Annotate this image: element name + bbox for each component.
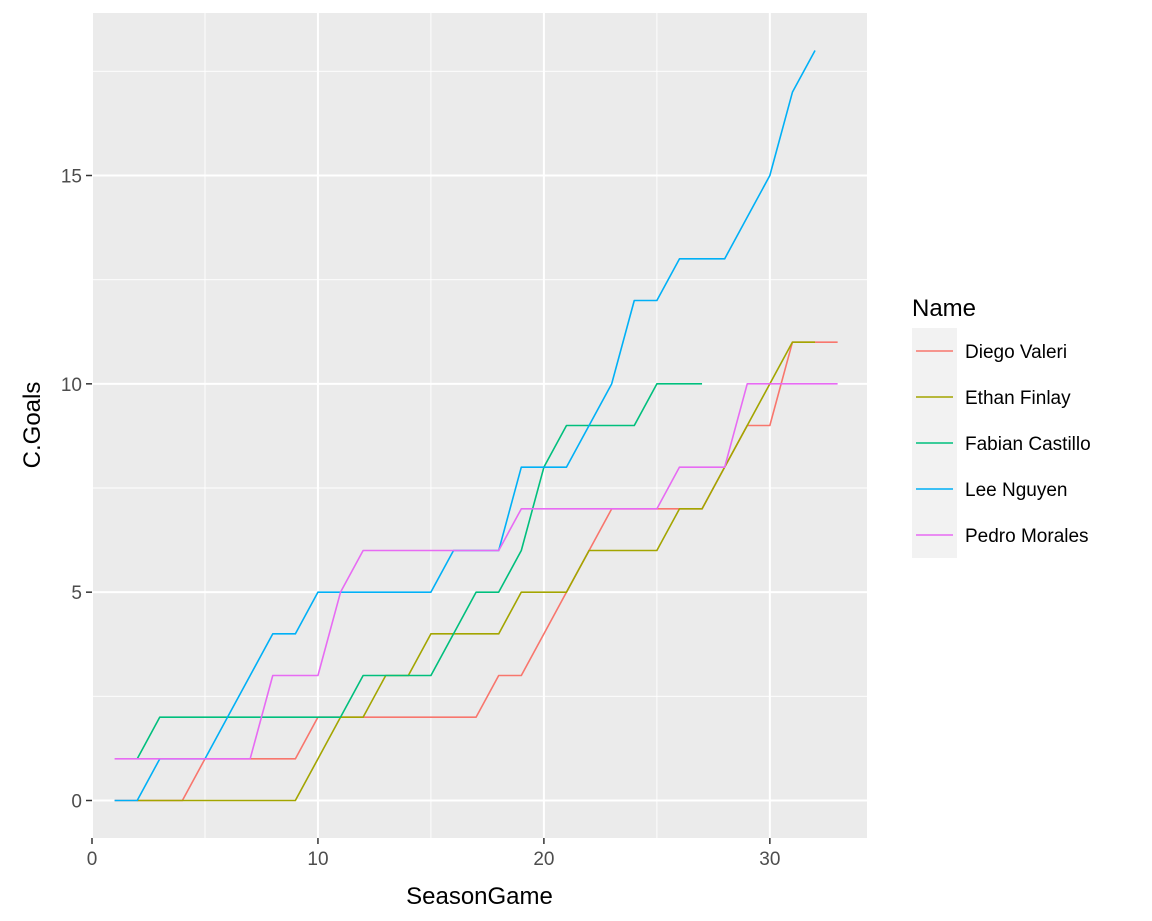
x-axis: 0 10 20 30 [87,838,780,870]
y-tick-label: 5 [71,583,82,604]
x-tick-label: 10 [307,849,328,870]
legend-title: Name [912,295,976,322]
plot-panel [92,13,867,838]
legend-label: Fabian Castillo [965,434,1091,455]
x-tick-label: 30 [759,849,780,870]
y-tick-label: 0 [71,792,82,813]
series-lines [114,50,838,802]
y-axis: 0 5 10 15 [61,167,92,813]
x-tick-label: 0 [87,849,98,870]
legend-label: Pedro Morales [965,526,1089,547]
series-line-ethan-finlay [137,341,816,802]
y-tick-label: 15 [61,167,82,188]
legend-label: Ethan Finlay [965,388,1071,409]
y-axis-title: C.Goals [19,382,46,469]
minor-gridlines [92,13,867,838]
legend: Name Diego Valeri Ethan Finlay Fabian Cast… [912,295,1091,558]
y-tick-label: 10 [61,375,82,396]
x-tick-label: 20 [533,849,554,870]
x-axis-title: SeasonGame [406,883,553,910]
legend-label: Lee Nguyen [965,480,1067,501]
legend-label: Diego Valeri [965,342,1067,363]
series-line-fabian-castillo [136,383,703,760]
series-line-pedro-morales [114,383,838,760]
